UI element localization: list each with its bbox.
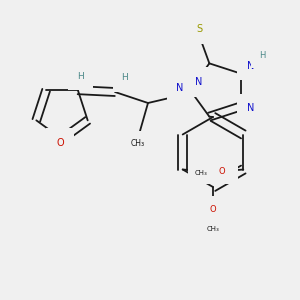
Text: H: H (260, 51, 266, 60)
Text: S: S (196, 24, 203, 34)
Text: CH₃: CH₃ (218, 170, 231, 176)
Text: N: N (176, 83, 184, 93)
Text: N: N (247, 61, 254, 70)
Text: CH₃: CH₃ (131, 139, 145, 148)
Text: O: O (218, 167, 225, 176)
Text: H: H (122, 74, 128, 82)
Text: O: O (201, 167, 208, 176)
Text: O: O (210, 205, 216, 214)
Text: O: O (56, 138, 64, 148)
Text: H: H (77, 72, 84, 81)
Text: N: N (247, 103, 254, 113)
Text: CH₃: CH₃ (207, 226, 219, 232)
Text: CH₃: CH₃ (195, 170, 208, 176)
Text: N: N (195, 77, 203, 87)
